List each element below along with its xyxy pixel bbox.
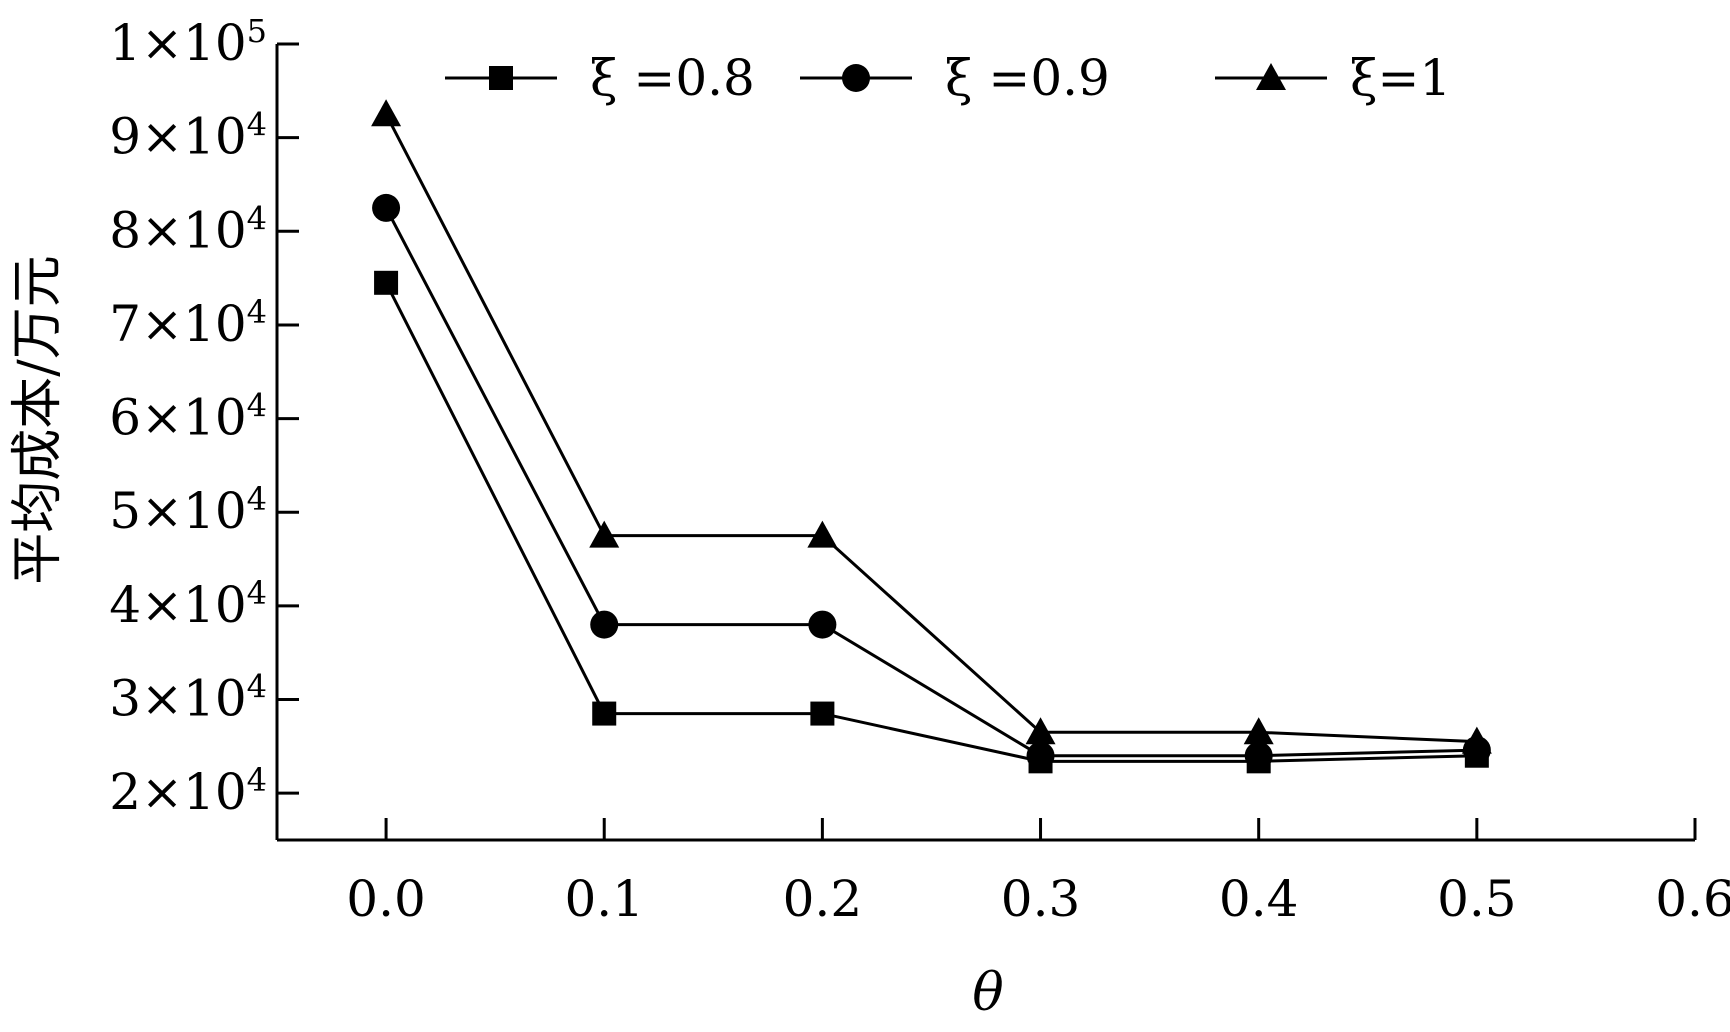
data-point [372, 193, 401, 222]
x-tick-label: 0.1 [564, 870, 644, 928]
y-tick-label: 3×104 [109, 668, 267, 728]
y-tick-label: 6×104 [109, 387, 267, 447]
series-0 [374, 270, 1489, 774]
data-point [807, 520, 838, 548]
x-tick-label: 0.6 [1655, 870, 1730, 928]
legend-label: ξ =0.9 [945, 49, 1110, 107]
series-line [384, 282, 1477, 763]
data-point [590, 610, 619, 639]
data-point [1025, 717, 1056, 745]
data-point [1026, 741, 1055, 770]
series-line [384, 207, 1477, 758]
data-point [808, 610, 837, 639]
y-tick-label: 5×104 [109, 480, 267, 540]
y-tick-label: 9×104 [109, 106, 267, 166]
legend: ξ =0.8 ξ =0.9 ξ=1 [445, 49, 1451, 107]
data-point [589, 520, 620, 548]
series-line [384, 113, 1477, 744]
legend-marker [842, 64, 870, 92]
data-point [1244, 741, 1273, 770]
legend-entry-2: ξ=1 [1215, 49, 1451, 107]
data-point [810, 701, 835, 726]
series-layer [371, 99, 1492, 774]
legend-label: ξ=1 [1350, 49, 1451, 107]
legend-marker [489, 66, 513, 90]
legend-entry-0: ξ =0.8 [445, 49, 755, 107]
axes: 2×104 3×104 4×104 5×104 6×104 7×104 8×104 9×104… [109, 12, 1730, 928]
x-tick-label: 0.4 [1219, 870, 1299, 928]
y-tick-label: 8×104 [109, 199, 267, 259]
y-tick-label: 4×104 [109, 574, 267, 634]
x-tick-label: 0.5 [1437, 870, 1517, 928]
y-tick-label: 1×105 [109, 12, 267, 72]
data-point [1461, 726, 1492, 754]
data-point [371, 99, 402, 127]
series-1 [372, 193, 1491, 770]
legend-marker [1256, 63, 1286, 90]
legend-entry-1: ξ =0.9 [800, 49, 1110, 107]
x-axis-title: θ [972, 963, 1003, 1023]
series-2 [371, 99, 1492, 754]
x-tick-label: 0.0 [346, 870, 426, 928]
x-tick-label: 0.2 [783, 870, 863, 928]
data-point [592, 701, 617, 726]
y-axis-title: 平均成本/万元 [8, 255, 68, 585]
y-tick-label: 7×104 [109, 293, 267, 353]
data-point [1243, 717, 1274, 745]
data-point [374, 270, 399, 295]
legend-label: ξ =0.8 [590, 49, 755, 107]
x-tick-label: 0.3 [1001, 870, 1081, 928]
y-tick-label: 2×104 [109, 761, 267, 821]
